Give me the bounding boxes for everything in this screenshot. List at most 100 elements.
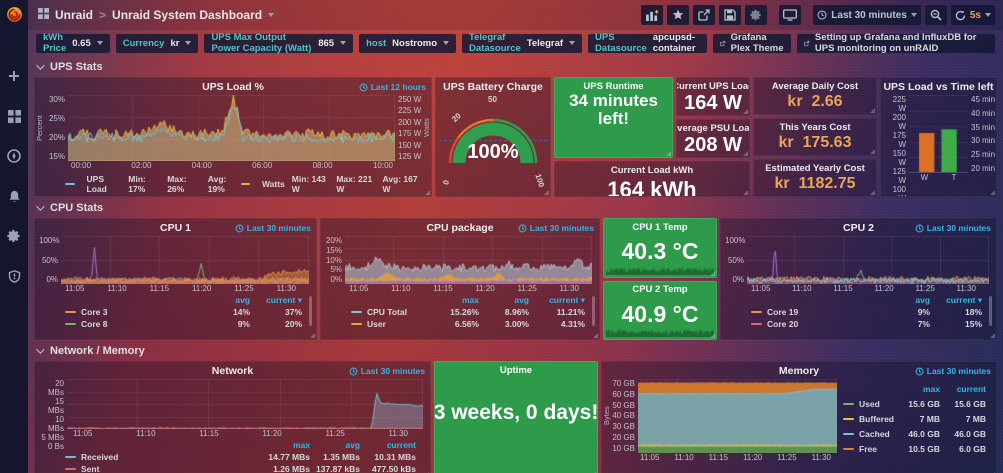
title-caret-icon[interactable] <box>268 13 275 17</box>
variable-kwh-price[interactable]: kWh Price 0.65 <box>36 32 110 54</box>
variable-ups-max-output[interactable]: UPS Max Output Power Capacity (Watt) 865 <box>204 32 354 54</box>
legend-scrollbar[interactable] <box>592 296 595 326</box>
y-tick: 175 W <box>892 131 906 149</box>
variable-currency[interactable]: Currency kr <box>115 33 199 53</box>
grafana-logo[interactable] <box>6 6 23 28</box>
add-panel-button[interactable] <box>641 5 664 25</box>
legend-col-header[interactable]: current ▾ <box>549 294 585 305</box>
battery-gauge[interactable]: 0 20 50 100 100% <box>436 93 550 193</box>
server-admin-shield-icon[interactable] <box>5 267 23 285</box>
legend-series[interactable]: Cached <box>859 428 890 439</box>
legend-series[interactable]: Core 8 <box>81 319 108 329</box>
legend-col-header[interactable]: avg <box>514 295 529 305</box>
breadcrumb-folder[interactable]: Unraid <box>55 8 94 22</box>
legend-scrollbar[interactable] <box>309 296 312 326</box>
legend-col-header[interactable]: avg <box>235 295 250 305</box>
save-button[interactable] <box>719 5 742 25</box>
ups-load-graph[interactable] <box>68 95 395 161</box>
legend-col-header[interactable]: current ▾ <box>266 294 302 305</box>
legend-series[interactable]: User <box>367 319 386 329</box>
explore-compass-icon[interactable] <box>5 147 23 165</box>
legend-series[interactable]: Watts <box>261 179 285 189</box>
x-tick: 11:20 <box>191 284 212 293</box>
legend: UPS Load Min: 17% Max: 26% Avg: 19% Watt… <box>35 171 431 194</box>
alerting-bell-icon[interactable] <box>5 187 23 205</box>
panel-title[interactable]: Estimated Yearly Cost <box>765 162 865 174</box>
network-graph[interactable] <box>67 379 423 429</box>
stat-value: 40.3 °C <box>621 238 699 264</box>
legend-series[interactable]: CPU Total <box>367 307 407 317</box>
panel-title[interactable]: CPU 1 <box>160 222 191 234</box>
cpu2-graph[interactable] <box>747 236 989 284</box>
panel-title[interactable]: CPU 2 Temp <box>632 284 688 295</box>
legend-series[interactable]: Received <box>81 452 119 462</box>
legend-col-header[interactable]: current <box>956 383 986 394</box>
row-network-memory[interactable]: Network / Memory <box>36 344 997 358</box>
configuration-gear-icon[interactable] <box>5 227 23 245</box>
legend-series[interactable]: Core 3 <box>81 307 108 317</box>
add-icon[interactable] <box>5 67 23 85</box>
panel-title[interactable]: UPS Battery Charge <box>443 81 543 93</box>
panel-timerange: Last 12 hours <box>359 82 426 92</box>
legend-series[interactable]: Core 19 <box>767 307 799 317</box>
refresh-button[interactable]: 5s <box>950 5 995 25</box>
y-tick: 30 GB <box>612 422 635 432</box>
dashboards-icon[interactable] <box>5 107 23 125</box>
panel-title[interactable]: CPU 2 <box>843 222 874 234</box>
panel-title[interactable]: Current Load kWh <box>610 164 694 176</box>
star-button[interactable] <box>667 5 690 25</box>
legend-series[interactable]: Used <box>859 398 880 409</box>
link-ups-monitoring-guide[interactable]: Setting up Grafana and InfluxDB for UPS … <box>797 32 995 54</box>
legend-scrollbar[interactable] <box>989 296 992 326</box>
row-ups-stats[interactable]: UPS Stats <box>36 60 997 74</box>
share-button[interactable] <box>693 5 716 25</box>
variable-host[interactable]: host Nostromo <box>359 33 457 53</box>
dashboard-title[interactable]: Unraid System Dashboard <box>112 8 263 22</box>
variable-label: host <box>366 37 387 49</box>
breadcrumb: Unraid > Unraid System Dashboard <box>38 8 275 22</box>
legend-col-header[interactable]: current ▾ <box>946 294 982 305</box>
legend-col-header[interactable]: max <box>922 383 940 394</box>
memory-graph[interactable] <box>638 379 837 453</box>
y-tick: 10% <box>325 255 342 265</box>
panel-title[interactable]: Average Daily Cost <box>771 80 859 92</box>
legend-col-header[interactable]: max <box>461 295 479 305</box>
panel-title[interactable]: UPS Load vs Time left <box>883 81 994 93</box>
panel-title[interactable]: This Years Cost <box>779 121 851 133</box>
legend-series[interactable]: Buffered <box>859 413 894 424</box>
panel-title[interactable]: Current UPS Load <box>676 80 750 92</box>
zoom-out-button[interactable] <box>924 5 947 25</box>
panel-timerange: Last 30 minutes <box>349 366 425 376</box>
legend-series[interactable]: UPS Load <box>86 174 107 194</box>
dashboard-settings-button[interactable] <box>745 5 768 25</box>
legend-series[interactable]: Sent <box>81 464 100 473</box>
panel-title[interactable]: Average PSU Load <box>677 122 750 134</box>
link-grafana-plex-theme[interactable]: Grafana Plex Theme <box>713 32 792 54</box>
panel-memory: Memory Last 30 minutes Bytes 70 GB <box>601 361 997 473</box>
variable-telegraf-datasource[interactable]: Telegraf Datasource Telegraf <box>462 32 583 54</box>
legend-col-header[interactable]: current <box>386 440 416 450</box>
x-tick: 11:25 <box>325 429 345 438</box>
legend-col-header[interactable]: avg <box>345 440 360 450</box>
variable-ups-datasource[interactable]: UPS Datasource apcupsd-container <box>588 32 708 54</box>
tv-mode-button[interactable] <box>779 5 802 25</box>
time-range-picker[interactable]: Last 30 minutes <box>813 5 921 25</box>
panel-title[interactable]: Memory <box>778 365 820 377</box>
legend-col-header[interactable]: max <box>292 440 310 450</box>
cpu-package-graph[interactable] <box>345 236 592 284</box>
panel-title[interactable]: UPS Runtime <box>583 80 644 92</box>
gauge-value: 100% <box>467 141 519 163</box>
panel-title[interactable]: CPU package <box>426 222 494 234</box>
refresh-caret-icon <box>985 13 991 17</box>
row-cpu-stats[interactable]: CPU Stats <box>36 201 997 215</box>
panel-title[interactable]: Uptime <box>499 364 533 376</box>
legend-series[interactable]: Free <box>859 443 878 454</box>
cpu2-temp-sparkline <box>606 324 714 337</box>
load-vs-time-graph[interactable] <box>909 95 968 173</box>
cpu1-graph[interactable] <box>61 236 309 284</box>
panel-title[interactable]: Network <box>211 365 254 377</box>
legend-series[interactable]: Core 20 <box>767 319 799 329</box>
legend-col-header[interactable]: avg <box>915 295 930 305</box>
panel-title[interactable]: UPS Load % <box>202 81 264 93</box>
panel-title[interactable]: CPU 1 Temp <box>632 221 688 233</box>
